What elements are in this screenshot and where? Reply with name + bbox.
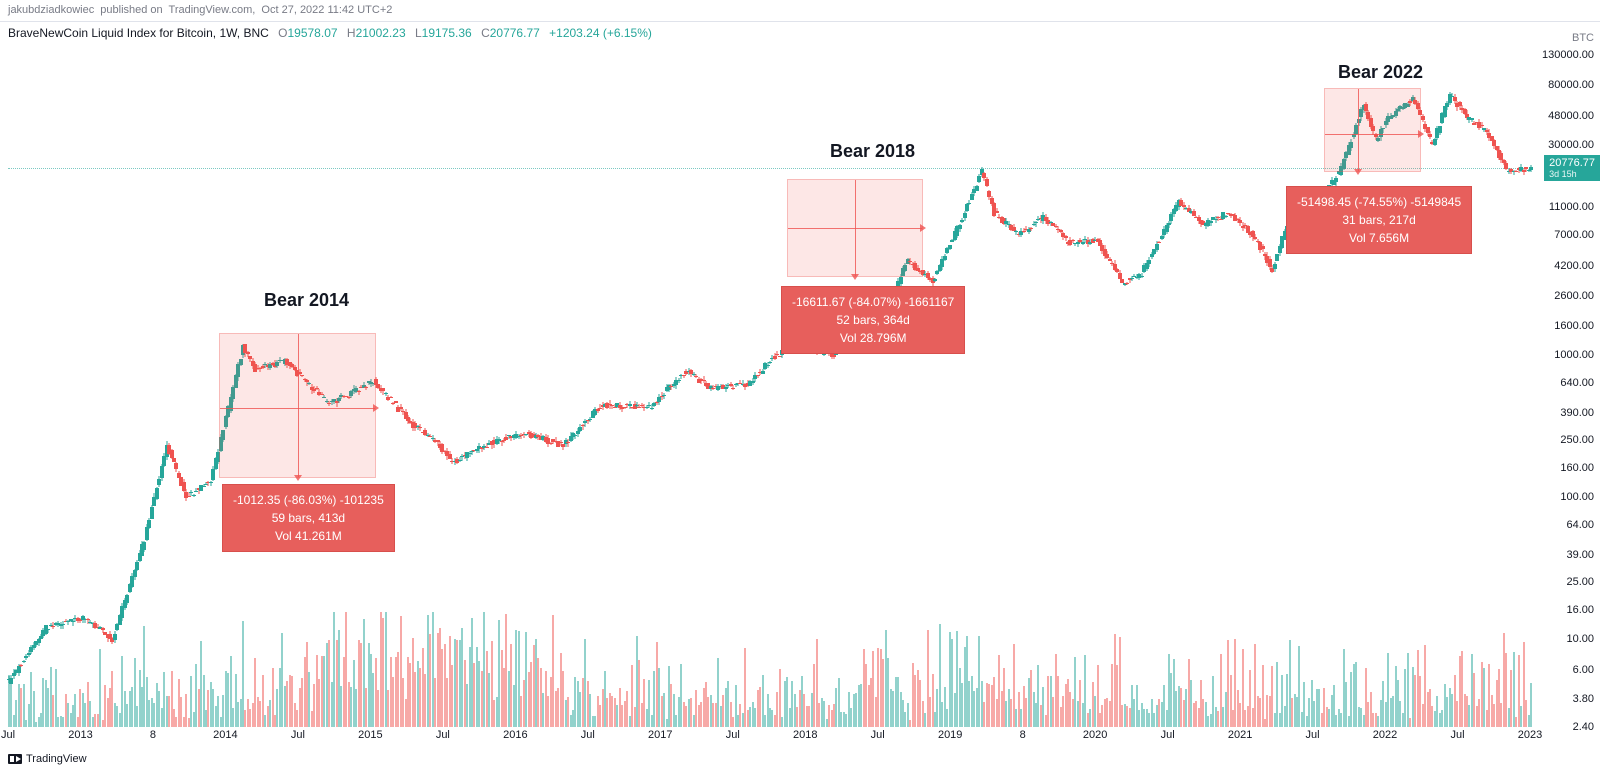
x-tick: 2018 bbox=[793, 729, 817, 741]
bear-range-box bbox=[787, 179, 923, 277]
pub-on: published on bbox=[100, 4, 162, 16]
x-tick: 2023 bbox=[1518, 729, 1542, 741]
x-tick: 2022 bbox=[1373, 729, 1397, 741]
bear-title: Bear 2014 bbox=[264, 290, 349, 311]
y-tick: 4200.00 bbox=[1554, 260, 1594, 272]
symbol: BraveNewCoin Liquid Index for Bitcoin, 1… bbox=[8, 26, 269, 40]
c-label: C bbox=[481, 26, 490, 40]
x-tick: 2015 bbox=[358, 729, 382, 741]
author: jakubdziadkowiec bbox=[8, 4, 94, 16]
bear-range-box bbox=[219, 333, 376, 478]
y-unit: BTC bbox=[1572, 32, 1594, 44]
x-tick: 2014 bbox=[213, 729, 237, 741]
x-tick: 2016 bbox=[503, 729, 527, 741]
y-tick: 1600.00 bbox=[1554, 320, 1594, 332]
last-price-tag: 20776.773d 15h bbox=[1544, 155, 1600, 181]
volume-bar bbox=[99, 649, 101, 727]
y-tick: 160.00 bbox=[1560, 462, 1594, 474]
x-tick: 2020 bbox=[1083, 729, 1107, 741]
bear-title: Bear 2022 bbox=[1338, 62, 1423, 83]
x-tick: Jul bbox=[1306, 729, 1320, 741]
x-tick: 2021 bbox=[1228, 729, 1252, 741]
ohlc-bar: BraveNewCoin Liquid Index for Bitcoin, 1… bbox=[0, 22, 1600, 46]
bear-info-box: -1012.35 (-86.03%) -10123559 bars, 413dV… bbox=[222, 484, 395, 552]
y-tick: 64.00 bbox=[1566, 519, 1594, 531]
y-tick: 11000.00 bbox=[1549, 201, 1594, 213]
y-tick: 80000.00 bbox=[1548, 79, 1594, 91]
y-tick: 100.00 bbox=[1560, 491, 1594, 503]
price-chart[interactable]: Bear 2014 -1012.35 (-86.03%) -10123559 ba… bbox=[8, 46, 1530, 727]
y-tick: 3.80 bbox=[1573, 693, 1594, 705]
x-axis[interactable]: Jul 2013 8 2014 Jul 2015 Jul 2016 Jul 2017 Jul 2018… bbox=[8, 729, 1530, 747]
bear-info-box: -51498.45 (-74.55%) -514984531 bars, 217… bbox=[1286, 186, 1472, 254]
date: Oct 27, 2022 11:42 UTC+2 bbox=[261, 4, 392, 16]
y-tick: 2600.00 bbox=[1554, 290, 1594, 302]
x-tick: Jul bbox=[1161, 729, 1175, 741]
y-tick: 6.00 bbox=[1573, 664, 1594, 676]
l-label: L bbox=[415, 26, 422, 40]
h-label: H bbox=[347, 26, 356, 40]
y-tick: 39.00 bbox=[1566, 549, 1594, 561]
o-value: 19578.07 bbox=[287, 26, 337, 40]
y-tick: 130000.00 bbox=[1542, 49, 1594, 61]
y-tick: 390.00 bbox=[1560, 407, 1594, 419]
h-value: 21002.23 bbox=[356, 26, 406, 40]
x-tick: Jul bbox=[581, 729, 595, 741]
y-tick: 7000.00 bbox=[1554, 229, 1594, 241]
y-tick: 30000.00 bbox=[1548, 139, 1594, 151]
l-value: 19175.36 bbox=[422, 26, 472, 40]
x-tick: Jul bbox=[726, 729, 740, 741]
y-tick: 2.40 bbox=[1573, 721, 1594, 733]
footer: TradingView bbox=[8, 753, 87, 765]
x-tick: 2017 bbox=[648, 729, 672, 741]
y-tick: 640.00 bbox=[1560, 377, 1594, 389]
y-tick: 16.00 bbox=[1566, 604, 1594, 616]
publish-header: jakubdziadkowiec published on TradingVie… bbox=[0, 0, 1600, 22]
x-tick: Jul bbox=[436, 729, 450, 741]
y-tick: 1000.00 bbox=[1554, 349, 1594, 361]
x-tick: Jul bbox=[1, 729, 15, 741]
footer-text: TradingView bbox=[26, 753, 87, 765]
x-tick: 2013 bbox=[68, 729, 92, 741]
tradingview-logo-icon bbox=[8, 754, 22, 764]
volume-bar bbox=[1513, 652, 1515, 727]
y-tick: 250.00 bbox=[1560, 434, 1594, 446]
x-tick: 8 bbox=[150, 729, 156, 741]
site: TradingView.com, bbox=[169, 4, 256, 16]
x-tick: Jul bbox=[291, 729, 305, 741]
bear-info-box: -16611.67 (-84.07%) -166116752 bars, 364… bbox=[781, 286, 965, 354]
y-tick: 10.00 bbox=[1566, 633, 1594, 645]
x-tick: 8 bbox=[1020, 729, 1026, 741]
c-value: 20776.77 bbox=[490, 26, 540, 40]
x-tick: Jul bbox=[871, 729, 885, 741]
y-tick: 25.00 bbox=[1566, 576, 1594, 588]
x-tick: Jul bbox=[1450, 729, 1464, 741]
bear-range-box bbox=[1324, 88, 1421, 172]
volume-bar bbox=[1407, 653, 1409, 727]
bear-title: Bear 2018 bbox=[830, 141, 915, 162]
change: +1203.24 (+6.15%) bbox=[549, 26, 652, 40]
last-price-line bbox=[8, 168, 1530, 169]
y-tick: 48000.00 bbox=[1548, 110, 1594, 122]
y-axis[interactable]: BTC 130000.0080000.0048000.0030000.00180… bbox=[1530, 46, 1600, 727]
volume-bar bbox=[1262, 665, 1264, 727]
x-tick: 2019 bbox=[938, 729, 962, 741]
